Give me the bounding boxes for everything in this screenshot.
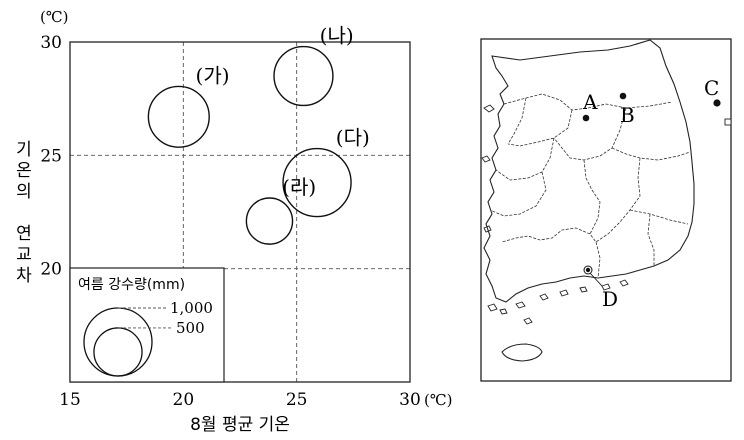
x-tick-label: 20 <box>173 390 195 410</box>
legend: 여름 강수량(mm) 1,000 500 <box>69 267 225 383</box>
legend-items: 1,000 500 <box>83 299 213 377</box>
location-d-ring <box>583 265 593 275</box>
y-axis-label-char: 교 <box>16 245 32 265</box>
bubble <box>282 147 352 218</box>
x-tick-labels: 15 20 25 30 <box>59 390 421 410</box>
bubbles: (가) (나) (다) (라) <box>147 24 370 245</box>
y-axis-label: 기온의 연교차 <box>16 140 32 286</box>
location-b-label: B <box>620 103 635 127</box>
mainland-outline <box>483 39 695 303</box>
korea-map: A B C D <box>480 38 732 382</box>
y-axis-label-char: 의 <box>16 182 32 202</box>
bubble-label: (가) <box>196 63 230 87</box>
jeju-island <box>501 343 543 362</box>
bubble-label: (나) <box>320 24 354 48</box>
bubble-label: (다) <box>336 126 370 150</box>
province-borders <box>489 93 691 279</box>
location-d-label: D <box>602 287 618 311</box>
y-axis-label-char: 온 <box>16 161 32 181</box>
x-axis-unit: (℃) <box>424 391 452 409</box>
dokdo-marker <box>724 118 732 126</box>
location-d-leader <box>589 272 603 287</box>
location-b-dot <box>619 92 627 100</box>
location-c-label: C <box>704 76 719 100</box>
x-tick-label: 30 <box>399 390 421 410</box>
bubble <box>147 85 210 148</box>
ulleung-island <box>713 99 721 107</box>
bubble <box>245 197 294 245</box>
x-tick-label: 15 <box>59 390 81 410</box>
bubble-label: (라) <box>282 175 316 199</box>
location-a-dot <box>582 114 590 122</box>
legend-value-label: 500 <box>176 319 205 337</box>
y-tick-label: 30 <box>40 33 62 53</box>
location-d-dot <box>585 267 591 273</box>
y-axis-unit: (℃) <box>40 8 68 26</box>
x-axis-label: 8월 평균 기온 <box>190 415 290 435</box>
location-a-label: A <box>582 90 598 114</box>
coastal-islands <box>481 104 629 325</box>
y-tick-label: 20 <box>40 260 62 280</box>
legend-value-label: 1,000 <box>170 299 213 317</box>
map-frame <box>480 38 732 382</box>
bubble-chart: 15 20 25 30 20 25 30 (℃) (℃) 8월 평균 기온 기온의 연교차… <box>16 8 452 435</box>
y-tick-labels: 20 25 30 <box>40 33 62 280</box>
x-tick-label: 25 <box>286 390 308 410</box>
plot-frame <box>69 41 411 383</box>
y-axis-label-char: 연 <box>16 224 32 244</box>
bubble <box>273 45 334 107</box>
y-tick-label: 25 <box>40 146 62 166</box>
y-axis-label-char: 차 <box>16 266 32 286</box>
y-axis-label-char: 기 <box>16 140 32 160</box>
legend-title: 여름 강수량(mm) <box>78 277 185 293</box>
